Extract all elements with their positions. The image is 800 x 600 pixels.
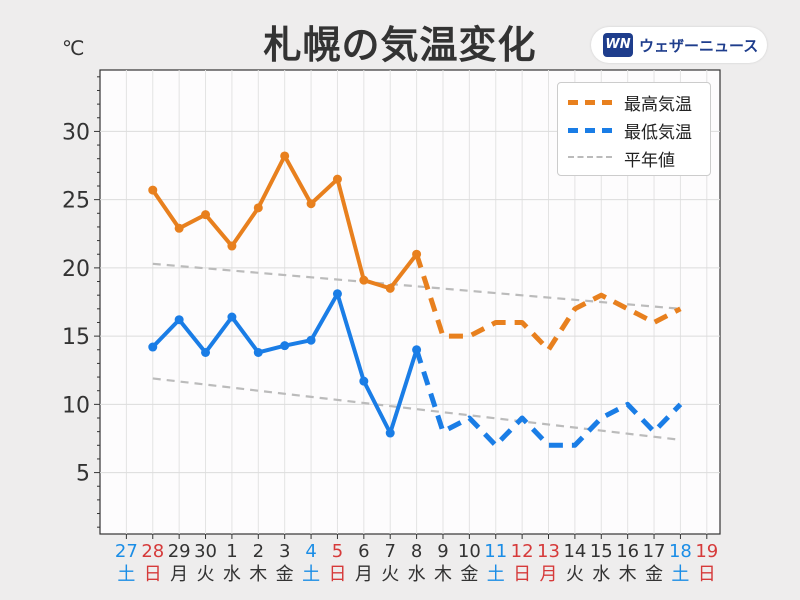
x-tick-weekday-label: 土 — [487, 564, 505, 585]
low-forecast-line — [414, 348, 683, 448]
legend-swatch-normal — [568, 156, 612, 158]
normal-high-line — [152, 262, 681, 310]
x-tick-day-label: 11 — [484, 541, 507, 562]
x-tick-day-label: 19 — [695, 541, 718, 562]
x-tick-day-label: 8 — [411, 541, 422, 562]
high-point — [280, 151, 290, 161]
x-tick-day-label: 15 — [590, 541, 613, 562]
legend-label-normal: 平年値 — [624, 151, 675, 171]
high-point — [227, 241, 237, 251]
legend-item-low: 最低気温 — [558, 115, 710, 143]
high-point — [332, 174, 342, 184]
low-point — [412, 345, 422, 355]
x-tick-weekday-label: 火 — [566, 564, 584, 585]
x-tick-day-label: 3 — [279, 541, 290, 562]
logo-mark-icon: WN — [603, 33, 633, 57]
weathernews-logo: WN ウェザーニュース — [591, 27, 767, 63]
x-tick-day-label: 9 — [437, 541, 448, 562]
low-point — [201, 347, 211, 357]
x-tick-weekday-label: 金 — [460, 564, 478, 585]
y-tick-label: 15 — [62, 325, 90, 350]
x-tick-weekday-label: 月 — [355, 564, 373, 585]
y-tick-label: 20 — [62, 257, 90, 282]
x-tick-weekday-label: 木 — [249, 564, 267, 585]
x-tick-day-label: 10 — [458, 541, 481, 562]
low-point — [359, 376, 369, 386]
legend-swatch-low — [568, 128, 612, 133]
x-tick-day-label: 28 — [141, 541, 164, 562]
y-tick-label: 30 — [62, 120, 90, 145]
x-tick-weekday-label: 月 — [540, 564, 558, 585]
low-point — [148, 342, 158, 352]
x-tick-weekday-label: 土 — [671, 564, 689, 585]
high-point — [359, 275, 369, 285]
x-tick-weekday-label: 火 — [381, 564, 399, 585]
x-tick-day-label: 6 — [358, 541, 369, 562]
x-tick-weekday-label: 日 — [513, 564, 531, 585]
x-tick-weekday-label: 月 — [170, 564, 188, 585]
x-tick-day-label: 2 — [253, 541, 264, 562]
high-forecast-line — [414, 253, 682, 353]
x-tick-weekday-label: 火 — [197, 564, 215, 585]
low-point — [280, 341, 290, 351]
x-tick-weekday-label: 木 — [434, 564, 452, 585]
x-tick-weekday-label: 水 — [592, 564, 610, 585]
y-tick-label: 25 — [62, 189, 90, 214]
x-tick-day-label: 29 — [168, 541, 191, 562]
x-tick-weekday-label: 木 — [619, 564, 637, 585]
low-point — [174, 315, 184, 325]
x-tick-weekday-label: 土 — [302, 564, 320, 585]
x-tick-day-label: 7 — [384, 541, 395, 562]
legend-swatch-high — [568, 100, 612, 105]
y-tick-label: 10 — [62, 393, 90, 418]
x-tick-weekday-label: 日 — [144, 564, 162, 585]
legend-item-normal: 平年値 — [558, 143, 710, 171]
high-point — [201, 210, 211, 220]
high-point — [174, 223, 184, 233]
legend-item-high: 最高気温 — [558, 87, 710, 115]
x-tick-weekday-label: 水 — [408, 564, 426, 585]
x-tick-day-label: 18 — [669, 541, 692, 562]
x-tick-day-label: 30 — [194, 541, 217, 562]
x-tick-weekday-label: 金 — [276, 564, 294, 585]
x-tick-weekday-label: 金 — [645, 564, 663, 585]
high-point — [412, 249, 422, 259]
low-point — [227, 312, 237, 322]
normal-low-line — [152, 377, 681, 441]
legend: 最高気温 最低気温 平年値 — [557, 82, 711, 176]
x-tick-day-label: 5 — [332, 541, 343, 562]
legend-label-high: 最高気温 — [624, 95, 692, 115]
high-point — [253, 203, 263, 213]
low-point — [306, 335, 316, 345]
x-tick-weekday-label: 土 — [117, 564, 135, 585]
x-tick-day-label: 16 — [616, 541, 639, 562]
x-tick-day-label: 27 — [115, 541, 138, 562]
low-point — [332, 289, 342, 299]
legend-label-low: 最低気温 — [624, 123, 692, 143]
logo-text: ウェザーニュース — [639, 37, 759, 55]
x-tick-day-label: 17 — [643, 541, 666, 562]
x-tick-day-label: 4 — [305, 541, 316, 562]
x-tick-day-label: 14 — [563, 541, 586, 562]
x-tick-day-label: 13 — [537, 541, 560, 562]
page-title: 札幌の気温変化 — [263, 23, 537, 67]
low-point — [385, 428, 395, 438]
x-tick-day-label: 1 — [226, 541, 237, 562]
x-tick-day-label: 12 — [511, 541, 534, 562]
low-point — [253, 347, 263, 357]
y-unit-label: ℃ — [62, 36, 85, 60]
high-point — [306, 199, 316, 209]
x-tick-weekday-label: 水 — [223, 564, 241, 585]
high-point — [385, 283, 395, 293]
high-point — [148, 185, 158, 195]
x-tick-weekday-label: 日 — [328, 564, 346, 585]
y-tick-label: 5 — [76, 462, 90, 487]
x-tick-weekday-label: 日 — [698, 564, 716, 585]
